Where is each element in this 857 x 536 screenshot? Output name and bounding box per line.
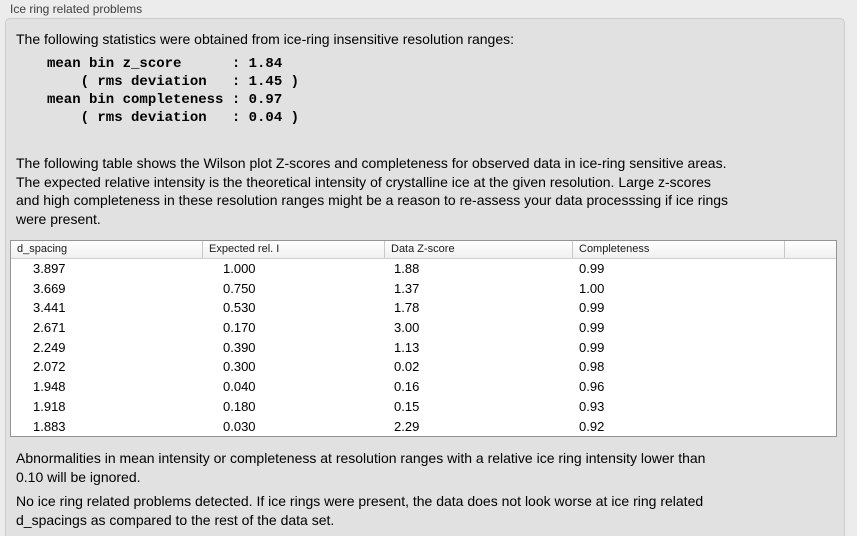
- text-line: d_spacings as compared to the rest of th…: [16, 512, 335, 528]
- table-row[interactable]: 2.249 0.390 1.13 0.99: [11, 338, 836, 358]
- cell-d-spacing: 3.669: [33, 280, 66, 296]
- text-line: Abnormalities in mean intensity or compl…: [16, 450, 706, 466]
- cell-empty: [784, 397, 836, 417]
- cell-d-spacing: 1.918: [33, 398, 66, 414]
- table-header-data-z-score[interactable]: Data Z-score: [384, 241, 572, 258]
- cell-completeness: 0.99: [579, 261, 605, 276]
- cell-data-z-score: 3.00: [394, 320, 420, 336]
- cell-expected-rel-i: 0.750: [223, 280, 256, 296]
- table-row[interactable]: 1.948 0.040 0.16 0.96: [11, 377, 836, 397]
- panel-title: Ice ring related problems: [10, 2, 143, 16]
- cell-completeness: 0.99: [579, 339, 605, 355]
- cell-empty: [784, 318, 836, 338]
- cell-expected-rel-i: 0.170: [223, 320, 256, 336]
- cell-empty: [784, 377, 836, 397]
- table-row[interactable]: 3.441 0.530 1.78 0.99: [11, 298, 836, 318]
- table-row[interactable]: 3.897 1.000 1.88 0.99: [11, 259, 836, 279]
- cell-completeness: 0.96: [579, 379, 605, 395]
- ice-ring-table: d_spacing Expected rel. I Data Z-score C…: [10, 240, 837, 437]
- table-row[interactable]: 1.918 0.180 0.15 0.93: [11, 397, 836, 417]
- table-row[interactable]: 2.072 0.300 0.02 0.98: [11, 357, 836, 377]
- cell-d-spacing: 3.441: [33, 300, 66, 316]
- text-line: 0.10 will be ignored.: [16, 469, 141, 485]
- cell-completeness: 0.92: [579, 418, 605, 434]
- ignore-note-text: Abnormalities in mean intensity or compl…: [16, 449, 705, 487]
- cell-data-z-score: 1.13: [394, 339, 420, 355]
- cell-d-spacing: 3.897: [33, 261, 66, 276]
- cell-data-z-score: 0.15: [394, 398, 420, 414]
- cell-completeness: 0.99: [579, 320, 605, 336]
- text-line: were present.: [16, 210, 101, 227]
- cell-empty: [784, 298, 836, 318]
- cell-data-z-score: 1.88: [394, 261, 420, 276]
- table-header-d-spacing[interactable]: d_spacing: [17, 243, 68, 255]
- cell-completeness: 0.99: [579, 300, 605, 316]
- cell-empty: [784, 417, 836, 437]
- cell-d-spacing: 1.948: [33, 379, 66, 395]
- cell-completeness: 0.98: [579, 359, 605, 375]
- text-line: The expected relative intensity is the t…: [16, 173, 711, 190]
- cell-empty: [784, 357, 836, 377]
- cell-expected-rel-i: 0.040: [223, 379, 256, 395]
- cell-expected-rel-i: 0.300: [223, 359, 256, 375]
- cell-expected-rel-i: 0.030: [223, 418, 256, 434]
- cell-d-spacing: 2.249: [33, 339, 66, 355]
- cell-d-spacing: 2.072: [33, 359, 66, 375]
- description-text: The following table shows the Wilson plo…: [16, 154, 728, 228]
- text-line: and high completeness in these resolutio…: [16, 192, 729, 209]
- table-body: 3.897 1.000 1.88 0.99 3.669 0.750 1.37 1.00 3.44…: [11, 259, 836, 436]
- cell-data-z-score: 1.78: [394, 300, 420, 316]
- intro-text: The following statistics were obtained f…: [16, 31, 515, 47]
- table-row[interactable]: 1.883 0.030 2.29 0.92: [11, 417, 836, 437]
- stats-block: mean bin z_score : 1.84 ( rms deviation …: [47, 56, 300, 126]
- cell-data-z-score: 0.16: [394, 379, 420, 395]
- text-line: No ice ring related problems detected. I…: [16, 493, 704, 509]
- table-header-completeness[interactable]: Completeness: [572, 241, 784, 258]
- text-line: The following table shows the Wilson plo…: [16, 155, 727, 171]
- table-header-empty[interactable]: [784, 241, 836, 258]
- cell-data-z-score: 0.02: [394, 359, 420, 375]
- table-header-expected-rel-i[interactable]: Expected rel. I: [202, 241, 384, 258]
- cell-expected-rel-i: 0.390: [223, 339, 256, 355]
- cell-d-spacing: 2.671: [33, 320, 66, 336]
- cell-data-z-score: 2.29: [394, 418, 420, 434]
- cell-data-z-score: 1.37: [394, 280, 420, 296]
- conclusion-text: No ice ring related problems detected. I…: [16, 492, 703, 530]
- cell-empty: [784, 338, 836, 358]
- table-row[interactable]: 2.671 0.170 3.00 0.99: [11, 318, 836, 338]
- cell-expected-rel-i: 0.530: [223, 300, 256, 316]
- table-row[interactable]: 3.669 0.750 1.37 1.00: [11, 279, 836, 299]
- cell-expected-rel-i: 1.000: [223, 261, 256, 276]
- cell-expected-rel-i: 0.180: [223, 398, 256, 414]
- cell-d-spacing: 1.883: [33, 418, 66, 434]
- cell-empty: [784, 259, 836, 279]
- cell-completeness: 0.93: [579, 398, 605, 414]
- cell-completeness: 1.00: [579, 280, 605, 296]
- cell-empty: [784, 279, 836, 299]
- table-header-row: d_spacing Expected rel. I Data Z-score C…: [11, 241, 836, 259]
